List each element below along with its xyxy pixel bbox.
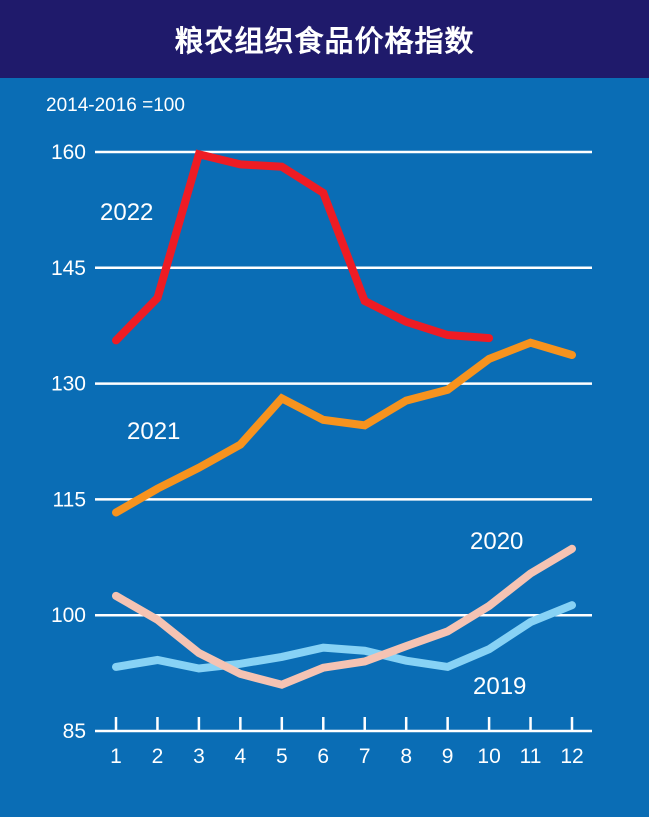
series-label-2019: 2019 xyxy=(473,673,526,700)
x-tick-label: 1 xyxy=(110,745,122,768)
x-tick-label: 3 xyxy=(193,745,205,768)
series-line-2019 xyxy=(112,601,576,673)
x-tick-label: 8 xyxy=(400,745,412,768)
x-tick-label: 6 xyxy=(317,745,329,768)
x-tick-label: 11 xyxy=(520,745,542,768)
x-tick-label: 2 xyxy=(152,745,164,768)
y-tick-label: 85 xyxy=(63,720,86,743)
y-tick-label: 100 xyxy=(51,604,86,627)
chart-title-bar: 粮农组织食品价格指数 xyxy=(0,0,649,78)
base-period-note: 2014-2016 =100 xyxy=(46,95,185,116)
x-tick-label: 12 xyxy=(560,745,583,768)
series-line-2020 xyxy=(112,544,576,689)
series-line-2022 xyxy=(112,149,494,345)
y-tick-label: 115 xyxy=(53,488,86,511)
x-tick-label: 7 xyxy=(359,745,371,768)
x-tick-label: 9 xyxy=(442,745,454,768)
x-tick-label: 5 xyxy=(276,745,288,768)
y-tick-label: 145 xyxy=(51,257,86,280)
series-label-2022: 2022 xyxy=(100,199,153,226)
chart-area: 2014-2016 =100 85 100 115 130 145 160 1 2 3 4 5 6 7 8… xyxy=(0,78,649,817)
chart-title: 粮农组织食品价格指数 xyxy=(174,24,475,58)
series-label-2021: 2021 xyxy=(127,418,180,445)
y-tick-label: 160 xyxy=(51,141,86,164)
y-tick-label: 130 xyxy=(51,373,86,396)
x-tick-label: 10 xyxy=(477,745,500,768)
series-line-2021 xyxy=(112,338,576,517)
series-label-2020: 2020 xyxy=(470,528,523,555)
x-tick-label: 4 xyxy=(235,745,247,768)
